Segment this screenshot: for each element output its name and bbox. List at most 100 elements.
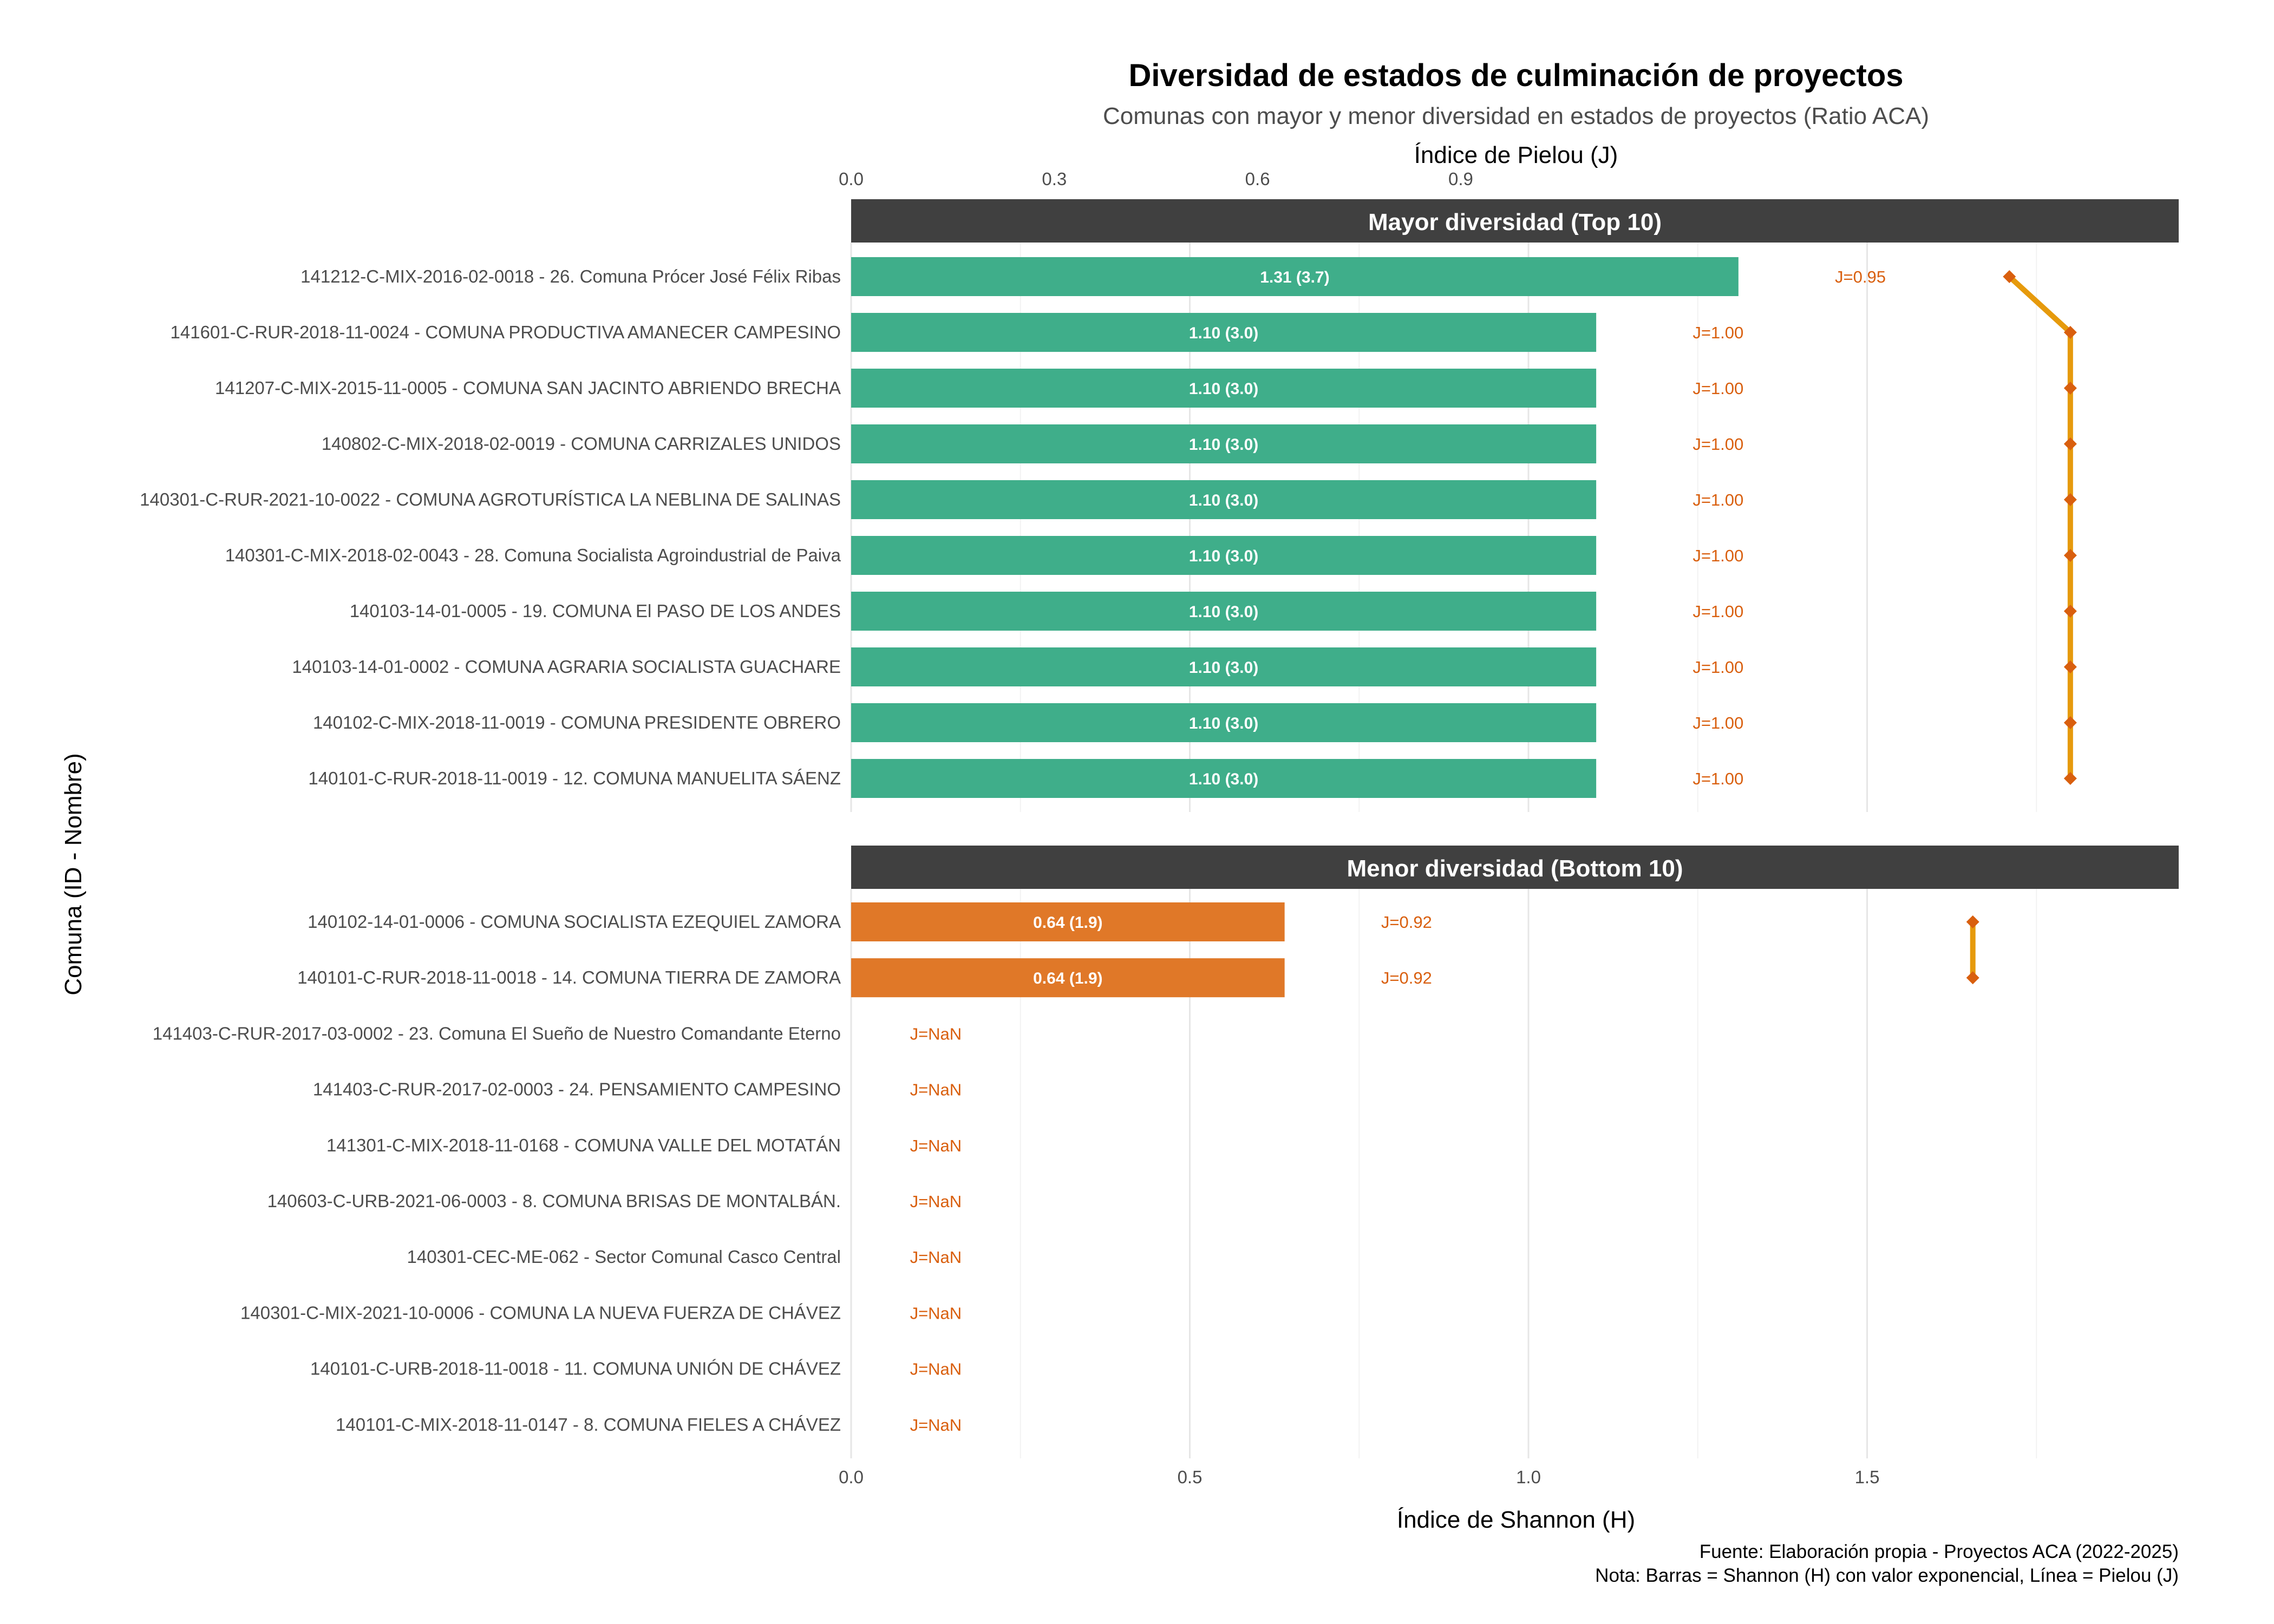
pielou-point	[2063, 326, 2077, 339]
bar-value-label: 1.10 (3.0)	[1189, 603, 1258, 621]
bottom-axis-title: Índice de Shannon (H)	[1397, 1507, 1635, 1533]
panel-bottom-strip-label: Menor diversidad (Bottom 10)	[1347, 855, 1683, 882]
bar-value-label: 1.10 (3.0)	[1189, 324, 1258, 342]
pielou-label: J=1.00	[1693, 435, 1743, 454]
panel-top-pielou-line	[2003, 270, 2077, 785]
pielou-point	[2063, 660, 2077, 673]
category-label: 140101-C-RUR-2018-11-0019 - 12. COMUNA M…	[308, 768, 841, 788]
pielou-label: J=NaN	[910, 1192, 962, 1211]
pielou-point	[2063, 605, 2077, 618]
category-label: 140802-C-MIX-2018-02-0019 - COMUNA CARRI…	[322, 434, 841, 454]
pielou-line	[2007, 274, 2073, 778]
bottom-tick-label: 1.0	[1516, 1467, 1541, 1487]
pielou-label: J=NaN	[910, 1304, 962, 1322]
bar	[851, 902, 1285, 941]
bar	[851, 703, 1597, 742]
bar	[851, 480, 1597, 519]
category-label: 141212-C-MIX-2016-02-0018 - 26. Comuna P…	[300, 266, 841, 286]
category-label: 140301-C-RUR-2021-10-0022 - COMUNA AGROT…	[140, 489, 841, 509]
bar	[851, 958, 1285, 998]
bar	[851, 369, 1597, 408]
panel-top: Mayor diversidad (Top 10) 141212-C-MIX-2…	[140, 199, 2179, 812]
bar-value-label: 1.10 (3.0)	[1189, 659, 1258, 677]
chart-title: Diversidad de estados de culminación de …	[1128, 58, 1903, 93]
pielou-label: J=1.00	[1693, 323, 1743, 342]
pielou-point	[2063, 772, 2077, 785]
pielou-label: J=NaN	[910, 1081, 962, 1099]
category-label: 140102-C-MIX-2018-11-0019 - COMUNA PRESI…	[313, 712, 841, 732]
pielou-label: J=0.95	[1835, 267, 1886, 286]
category-label: 140301-CEC-ME-062 - Sector Comunal Casco…	[407, 1247, 841, 1267]
bottom-tick-label: 1.5	[1855, 1467, 1880, 1487]
top-tick-label: 0.3	[1042, 169, 1067, 189]
bar-value-label: 1.10 (3.0)	[1189, 770, 1258, 788]
top-tick-label: 0.0	[839, 169, 864, 189]
pielou-label: J=0.92	[1381, 968, 1432, 987]
panel-bottom: Menor diversidad (Bottom 10) 140102-14-0…	[153, 846, 2179, 1458]
pielou-label: J=NaN	[910, 1248, 962, 1267]
pielou-point	[2063, 437, 2077, 450]
category-label: 140103-14-01-0002 - COMUNA AGRARIA SOCIA…	[292, 657, 841, 677]
bar	[851, 257, 1739, 296]
bar-value-label: 1.31 (3.7)	[1260, 269, 1329, 286]
top-axis-title: Índice de Pielou (J)	[1414, 142, 1618, 168]
caption-source: Fuente: Elaboración propia - Proyectos A…	[1700, 1541, 2179, 1562]
category-label: 140103-14-01-0005 - 19. COMUNA El PASO D…	[350, 601, 841, 621]
panel-top-strip	[851, 199, 2179, 243]
pielou-point	[2003, 270, 2016, 283]
panel-bottom-bars: 140102-14-01-0006 - COMUNA SOCIALISTA EZ…	[153, 902, 1432, 1435]
pielou-label: J=1.00	[1693, 769, 1743, 788]
category-label: 141403-C-RUR-2017-03-0002 - 23. Comuna E…	[153, 1023, 841, 1043]
bar-value-label: 1.10 (3.0)	[1189, 436, 1258, 454]
pielou-point	[1966, 915, 1979, 928]
pielou-label: J=1.00	[1693, 490, 1743, 509]
bar	[851, 592, 1597, 631]
bar-value-label: 0.64 (1.9)	[1033, 970, 1102, 987]
pielou-label: J=1.00	[1693, 379, 1743, 398]
panel-bottom-strip	[851, 846, 2179, 889]
caption-note: Nota: Barras = Shannon (H) con valor exp…	[1595, 1565, 2179, 1586]
pielou-point	[2063, 493, 2077, 506]
pielou-label: J=1.00	[1693, 658, 1743, 677]
category-label: 141207-C-MIX-2015-11-0005 - COMUNA SAN J…	[215, 378, 841, 398]
pielou-label: J=NaN	[910, 1024, 962, 1043]
category-label: 140101-C-RUR-2018-11-0018 - 14. COMUNA T…	[297, 967, 841, 987]
category-label: 140603-C-URB-2021-06-0003 - 8. COMUNA BR…	[267, 1191, 841, 1211]
pielou-label: J=1.00	[1693, 713, 1743, 732]
category-label: 140101-C-MIX-2018-11-0147 - 8. COMUNA FI…	[336, 1415, 841, 1435]
bar	[851, 647, 1597, 686]
pielou-label: J=1.00	[1693, 602, 1743, 621]
bar	[851, 424, 1597, 463]
bar-value-label: 1.10 (3.0)	[1189, 547, 1258, 565]
panel-top-bars: 141212-C-MIX-2016-02-0018 - 26. Comuna P…	[140, 257, 1886, 798]
category-label: 141601-C-RUR-2018-11-0024 - COMUNA PRODU…	[171, 322, 841, 342]
category-label: 140102-14-01-0006 - COMUNA SOCIALISTA EZ…	[308, 912, 841, 932]
bar-value-label: 1.10 (3.0)	[1189, 492, 1258, 509]
pielou-point	[2063, 382, 2077, 395]
top-tick-label: 0.6	[1245, 169, 1270, 189]
bottom-tick-label: 0.0	[839, 1467, 864, 1487]
category-label: 140301-C-MIX-2018-02-0043 - 28. Comuna S…	[225, 545, 841, 565]
chart-subtitle: Comunas con mayor y menor diversidad en …	[1103, 103, 1929, 129]
y-axis-title: Comuna (ID - Nombre)	[60, 753, 87, 995]
pielou-label: J=NaN	[910, 1360, 962, 1379]
category-label: 141301-C-MIX-2018-11-0168 - COMUNA VALLE…	[326, 1135, 841, 1155]
pielou-point	[2063, 716, 2077, 729]
bottom-tick-label: 0.5	[1178, 1467, 1203, 1487]
bar	[851, 759, 1597, 798]
pielou-point	[1966, 971, 1979, 985]
bottom-axis-ticks: 0.0 0.5 1.0 1.5	[839, 1467, 1879, 1487]
pielou-label: J=NaN	[910, 1136, 962, 1155]
category-label: 140301-C-MIX-2021-10-0006 - COMUNA LA NU…	[240, 1302, 841, 1322]
bar	[851, 536, 1597, 575]
pielou-point	[2063, 549, 2077, 562]
bar-value-label: 1.10 (3.0)	[1189, 380, 1258, 398]
bar-value-label: 1.10 (3.0)	[1189, 715, 1258, 732]
bar-value-label: 0.64 (1.9)	[1033, 914, 1102, 932]
bar	[851, 313, 1597, 352]
top-tick-label: 0.9	[1448, 169, 1473, 189]
category-label: 140101-C-URB-2018-11-0018 - 11. COMUNA U…	[310, 1359, 841, 1379]
panel-top-strip-label: Mayor diversidad (Top 10)	[1368, 209, 1662, 235]
